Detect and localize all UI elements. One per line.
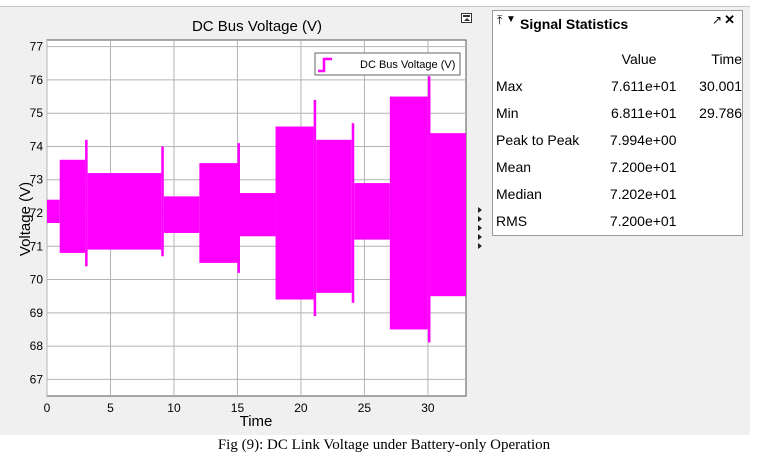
stats-label: RMS bbox=[496, 212, 528, 229]
x-tick-label: 25 bbox=[358, 401, 372, 415]
close-icon[interactable]: ✕ bbox=[724, 12, 735, 27]
chart-title: DC Bus Voltage (V) bbox=[192, 18, 322, 35]
x-tick-label: 20 bbox=[294, 401, 308, 415]
y-tick-label: 73 bbox=[30, 173, 44, 187]
signal-segment bbox=[239, 193, 276, 237]
stats-row-peak-to-peak[interactable]: Peak to Peak 7.994e+00 bbox=[496, 126, 742, 153]
stats-label: Mean bbox=[496, 158, 532, 175]
stats-time bbox=[676, 126, 742, 153]
stats-time bbox=[676, 207, 742, 234]
signal-segment bbox=[427, 76, 431, 343]
undock-icon[interactable] bbox=[461, 13, 472, 23]
stats-value: 7.200e+01 bbox=[609, 158, 677, 175]
arrow-right-icon[interactable] bbox=[478, 234, 482, 240]
stats-label: Peak to Peak bbox=[496, 131, 580, 148]
dropdown-menu-icon[interactable]: ▼ bbox=[506, 14, 516, 25]
stats-table: Value Time Max 7.611e+01 30.001 Min 6.81… bbox=[496, 45, 742, 234]
stats-time: 30.001 bbox=[699, 77, 742, 94]
figure-caption: Fig (9): DC Link Voltage under Battery-o… bbox=[217, 437, 551, 453]
stats-time bbox=[676, 153, 742, 180]
x-tick-label: 5 bbox=[107, 401, 114, 415]
chart-svg: DC Bus Voltage (V) 67 68 69 70 71 72 73 74 75 76 7… bbox=[17, 18, 467, 430]
legend-box bbox=[314, 52, 461, 76]
y-tick-label: 69 bbox=[30, 306, 44, 320]
stats-time bbox=[676, 180, 742, 207]
data-layer bbox=[47, 76, 466, 343]
legend-swatch bbox=[318, 57, 332, 73]
signal-segment bbox=[351, 123, 355, 303]
arrow-right-icon[interactable] bbox=[478, 243, 482, 249]
y-tick-label: 71 bbox=[30, 239, 44, 253]
signal-segment bbox=[316, 139, 352, 293]
y-tick-label: 72 bbox=[30, 206, 44, 220]
stats-row-min[interactable]: Min 6.811e+01 29.786 bbox=[496, 99, 742, 126]
stats-value: 7.994e+00 bbox=[609, 131, 677, 148]
legend[interactable]: DC Bus Voltage (V) bbox=[314, 52, 461, 76]
y-tick-label: 76 bbox=[30, 73, 44, 87]
signal-segment bbox=[237, 143, 240, 273]
signal-segment bbox=[87, 173, 162, 250]
undock-icon[interactable]: ↗ bbox=[711, 13, 722, 27]
x-tick-label: 10 bbox=[167, 401, 181, 415]
signal-segment bbox=[59, 159, 86, 253]
stats-row-rms[interactable]: RMS 7.200e+01 bbox=[496, 207, 742, 234]
stats-header-row: Value Time bbox=[496, 45, 742, 72]
signal-segment bbox=[47, 199, 60, 223]
y-tick-label: 70 bbox=[30, 273, 44, 287]
arrow-right-icon[interactable] bbox=[478, 216, 482, 222]
y-tick-label: 67 bbox=[30, 372, 44, 386]
y-tick-label: 77 bbox=[30, 40, 44, 54]
stats-label: Min bbox=[496, 104, 519, 121]
signal-segment bbox=[389, 96, 428, 330]
pin-icon[interactable]: ⤒ bbox=[497, 13, 503, 27]
stats-title: Signal Statistics bbox=[520, 16, 629, 32]
x-tick-labels: 0 5 10 15 20 25 30 bbox=[44, 401, 435, 415]
arrow-right-icon[interactable] bbox=[478, 225, 482, 231]
arrow-right-icon[interactable] bbox=[478, 207, 482, 213]
x-axis-label: Time bbox=[240, 413, 273, 430]
y-tick-labels: 67 68 69 70 71 72 73 74 75 76 77 bbox=[30, 40, 44, 387]
stats-label: Median bbox=[496, 185, 542, 202]
y-tick-label: 75 bbox=[30, 106, 44, 120]
side-panel-arrows[interactable] bbox=[478, 207, 486, 252]
stats-value: 7.611e+01 bbox=[610, 77, 677, 94]
legend-label: DC Bus Voltage (V) bbox=[360, 59, 455, 71]
x-tick-label: 0 bbox=[44, 401, 51, 415]
stats-row-mean[interactable]: Mean 7.200e+01 bbox=[496, 153, 742, 180]
y-tick-label: 74 bbox=[30, 139, 44, 153]
x-tick-label: 30 bbox=[421, 401, 435, 415]
stats-row-median[interactable]: Median 7.202e+01 bbox=[496, 180, 742, 207]
signal-segment bbox=[275, 126, 314, 300]
stats-header: ⤒ ▼ Signal Statistics ↗ ✕ bbox=[493, 11, 742, 35]
stats-header-label bbox=[496, 45, 582, 72]
signal-segment bbox=[313, 99, 317, 317]
stats-time: 29.786 bbox=[699, 104, 742, 121]
y-tick-label: 68 bbox=[30, 339, 44, 353]
signal-segment bbox=[354, 183, 390, 240]
signal-segment bbox=[430, 133, 466, 297]
stats-label: Max bbox=[496, 77, 523, 94]
signal-segment bbox=[161, 146, 164, 257]
signal-segment bbox=[199, 163, 238, 263]
signal-segment bbox=[85, 139, 88, 267]
stats-value: 6.811e+01 bbox=[610, 104, 677, 121]
stats-header-time: Time bbox=[711, 50, 742, 67]
stats-row-max[interactable]: Max 7.611e+01 30.001 bbox=[496, 72, 742, 99]
signal-segment bbox=[163, 196, 200, 233]
x-tick-label: 15 bbox=[231, 401, 245, 415]
stats-header-value: Value bbox=[621, 50, 657, 67]
stats-value: 7.202e+01 bbox=[609, 185, 677, 202]
y-axis-label: Voltage (V) bbox=[17, 182, 34, 256]
stats-value: 7.200e+01 bbox=[609, 212, 677, 229]
signal-statistics-panel: ⤒ ▼ Signal Statistics ↗ ✕ Value Time Max… bbox=[492, 10, 743, 236]
